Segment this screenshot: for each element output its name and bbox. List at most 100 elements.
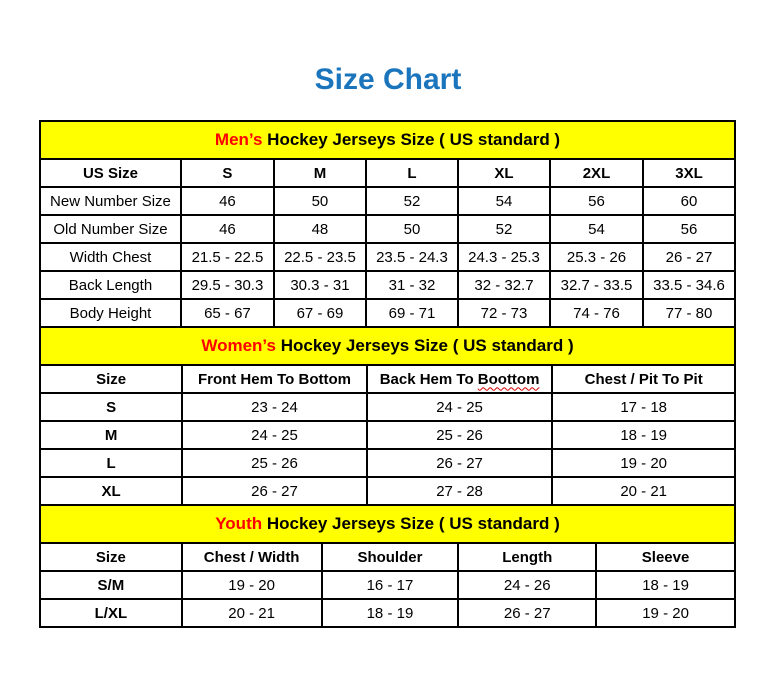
table-cell: 32 - 32.7 (456, 272, 549, 298)
table-row: Old Number Size 46 48 50 52 54 56 (41, 214, 734, 242)
table-cell: 52 (456, 216, 549, 242)
table-cell: 77 - 80 (641, 300, 734, 326)
column-header-cell: Chest / Width (180, 544, 321, 570)
row-label-cell: S/M (97, 576, 125, 594)
mens-size-table: US Size S M L XL 2XL 3XL New Number Size 46 50 52 5… (41, 158, 734, 326)
table-cell: 20 - 21 (551, 478, 734, 504)
column-header-cell: L (364, 160, 457, 186)
column-header-cell: Chest / Pit To Pit (551, 366, 734, 392)
row-label-cell: L/XL (94, 604, 128, 622)
table-cell: 18 - 19 (551, 422, 734, 448)
mens-section: Men’s Hockey Jerseys Size ( US standard … (41, 122, 734, 326)
table-cell: 20 - 21 (180, 600, 321, 626)
table-cell: 54 (456, 188, 549, 214)
youth-section: Youth Hockey Jerseys Size ( US standard … (41, 504, 734, 626)
table-cell: 31 - 32 (364, 272, 457, 298)
table-cell: 24 - 26 (457, 572, 595, 598)
table-cell: 48 (272, 216, 365, 242)
table-cell: 26 - 27 (181, 478, 366, 504)
table-cell: 25 - 26 (181, 450, 366, 476)
table-cell: 17 - 18 (551, 394, 734, 420)
table-row: M 24 - 25 25 - 26 18 - 19 (41, 420, 734, 448)
column-header-cell: Length (457, 544, 595, 570)
table-cell: 25.3 - 26 (548, 244, 642, 270)
table-cell: 54 (548, 216, 642, 242)
table-cell: 21.5 - 22.5 (179, 244, 273, 270)
table-cell: 24 - 25 (365, 394, 552, 420)
table-cell: 26 - 27 (457, 600, 595, 626)
table-cell: 46 (179, 216, 273, 242)
size-chart-table: Men’s Hockey Jerseys Size ( US standard … (39, 120, 736, 628)
youth-section-header: Youth Hockey Jerseys Size ( US standard … (41, 504, 734, 542)
table-cell: 67 - 69 (272, 300, 365, 326)
column-header-row: Size Front Hem To Bottom Back Hem To Boott… (41, 364, 734, 392)
womens-size-table: Size Front Hem To Bottom Back Hem To Boott… (41, 364, 734, 504)
row-label-cell: S (106, 398, 117, 416)
womens-section: Women’s Hockey Jerseys Size ( US standar… (41, 326, 734, 504)
table-row: New Number Size 46 50 52 54 56 60 (41, 186, 734, 214)
column-header-cell: Sleeve (595, 544, 734, 570)
misspelled-word: Boottom (477, 370, 540, 388)
table-cell: 18 - 19 (320, 600, 458, 626)
mens-heading-highlight: Men’s (214, 130, 263, 149)
table-cell: 56 (548, 188, 642, 214)
table-cell: 25 - 26 (365, 422, 552, 448)
table-row: Body Height 65 - 67 67 - 69 69 - 71 72 - 73 7… (41, 298, 734, 326)
table-cell: 23 - 24 (181, 394, 366, 420)
womens-heading-text: Hockey Jerseys Size ( US standard ) (275, 336, 574, 355)
column-header-cell: 3XL (641, 160, 734, 186)
row-label-cell: M (104, 426, 118, 444)
table-cell: 19 - 20 (595, 600, 734, 626)
mens-heading-text: Hockey Jerseys Size ( US standard ) (262, 130, 561, 149)
column-header-cell: Back Hem To Boottom (365, 366, 552, 392)
row-label-cell: Width Chest (69, 248, 152, 266)
table-cell: 24.3 - 25.3 (456, 244, 549, 270)
mens-section-header: Men’s Hockey Jerseys Size ( US standard … (41, 122, 734, 158)
table-cell: 30.3 - 31 (272, 272, 365, 298)
table-row: S/M 19 - 20 16 - 17 24 - 26 18 - 19 (41, 570, 734, 598)
table-cell: 23.5 - 24.3 (364, 244, 457, 270)
table-row: L 25 - 26 26 - 27 19 - 20 (41, 448, 734, 476)
column-header-text: Back Hem To (379, 370, 478, 388)
column-header-row: Size Chest / Width Shoulder Length Sleeve (41, 542, 734, 570)
womens-heading-highlight: Women’s (201, 336, 276, 355)
column-header-cell: US Size (82, 164, 138, 182)
table-cell: 26 - 27 (365, 450, 552, 476)
table-cell: 22.5 - 23.5 (272, 244, 365, 270)
womens-section-header: Women’s Hockey Jerseys Size ( US standar… (41, 326, 734, 364)
table-row: XL 26 - 27 27 - 28 20 - 21 (41, 476, 734, 504)
column-header-cell: Front Hem To Bottom (181, 366, 366, 392)
table-cell: 72 - 73 (456, 300, 549, 326)
table-cell: 56 (641, 216, 734, 242)
table-cell: 19 - 20 (551, 450, 734, 476)
table-cell: 65 - 67 (179, 300, 273, 326)
row-label-cell: Body Height (69, 304, 152, 322)
table-row: S 23 - 24 24 - 25 17 - 18 (41, 392, 734, 420)
row-label-cell: Old Number Size (53, 220, 168, 238)
row-label-cell: L (106, 454, 116, 472)
table-cell: 50 (364, 216, 457, 242)
column-header-cell: M (272, 160, 365, 186)
column-header-cell: Size (96, 370, 127, 388)
table-cell: 32.7 - 33.5 (548, 272, 642, 298)
row-label-cell: New Number Size (50, 192, 171, 210)
column-header-cell: Size (95, 548, 126, 566)
table-cell: 52 (364, 188, 457, 214)
table-cell: 18 - 19 (595, 572, 734, 598)
column-header-row: US Size S M L XL 2XL 3XL (41, 158, 734, 186)
table-cell: 60 (641, 188, 734, 214)
column-header-cell: 2XL (548, 160, 642, 186)
table-cell: 69 - 71 (364, 300, 457, 326)
column-header-cell: Shoulder (320, 544, 458, 570)
column-header-cell: S (179, 160, 273, 186)
youth-size-table: Size Chest / Width Shoulder Length Sleeve S/M… (41, 542, 734, 626)
youth-heading-highlight: Youth (215, 514, 263, 533)
table-cell: 50 (272, 188, 365, 214)
table-cell: 74 - 76 (548, 300, 642, 326)
youth-heading-text: Hockey Jerseys Size ( US standard ) (262, 514, 560, 533)
row-label-cell: XL (101, 482, 121, 500)
table-cell: 16 - 17 (320, 572, 458, 598)
table-row: L/XL 20 - 21 18 - 19 26 - 27 19 - 20 (41, 598, 734, 626)
table-cell: 19 - 20 (180, 572, 321, 598)
table-cell: 27 - 28 (365, 478, 552, 504)
